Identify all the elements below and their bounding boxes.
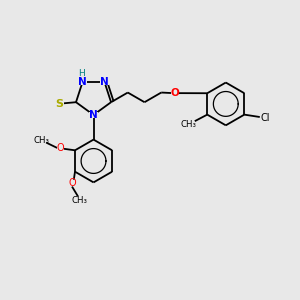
FancyBboxPatch shape bbox=[171, 90, 178, 96]
Text: Cl: Cl bbox=[261, 112, 271, 123]
FancyBboxPatch shape bbox=[79, 78, 87, 85]
Text: CH₃: CH₃ bbox=[33, 136, 50, 145]
FancyBboxPatch shape bbox=[55, 100, 64, 107]
FancyBboxPatch shape bbox=[69, 180, 75, 186]
FancyBboxPatch shape bbox=[57, 145, 64, 151]
Text: CH₃: CH₃ bbox=[181, 120, 197, 129]
Text: H: H bbox=[78, 69, 85, 78]
Text: O: O bbox=[170, 88, 179, 98]
FancyBboxPatch shape bbox=[100, 78, 109, 85]
Text: S: S bbox=[56, 99, 63, 109]
Text: O: O bbox=[68, 178, 76, 188]
Text: N: N bbox=[78, 76, 87, 87]
Text: N: N bbox=[89, 110, 98, 120]
Text: O: O bbox=[57, 143, 64, 153]
FancyBboxPatch shape bbox=[89, 112, 98, 118]
Text: CH₃: CH₃ bbox=[72, 196, 88, 205]
Text: N: N bbox=[100, 76, 109, 87]
